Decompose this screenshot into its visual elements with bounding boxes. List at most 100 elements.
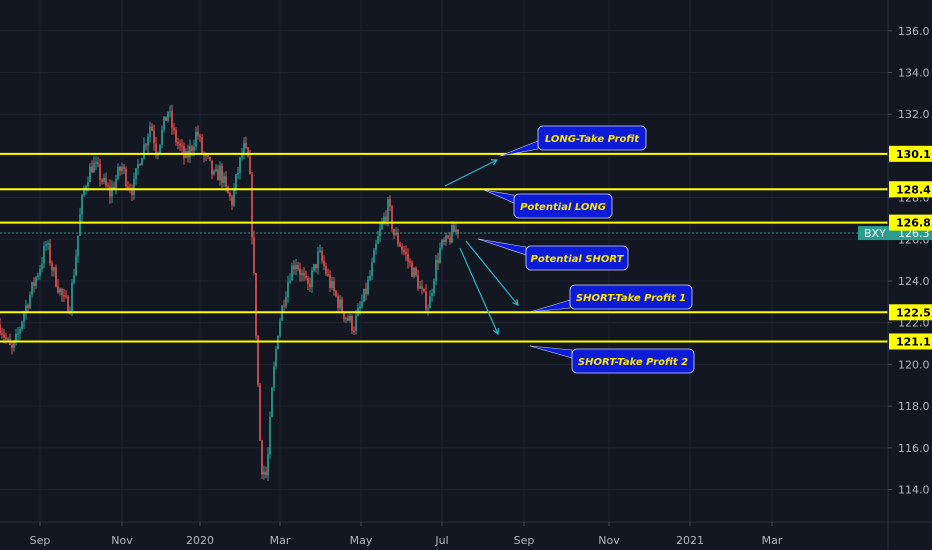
candle-body [229, 193, 231, 197]
level-price-label: 121.1 [896, 335, 931, 348]
candle-body [179, 143, 181, 146]
candle-body [403, 249, 405, 252]
candle-body [197, 131, 199, 136]
candle-body [33, 282, 35, 286]
candle-body [41, 263, 43, 269]
candle-body [59, 288, 61, 293]
candle-body [457, 229, 459, 234]
candle-body [47, 243, 49, 245]
candle-body [377, 236, 379, 244]
candle-body [139, 164, 141, 166]
level-price-tag [889, 214, 932, 231]
candle-body [249, 156, 251, 175]
candle-body [251, 174, 253, 238]
level-price-tag [889, 145, 932, 162]
candle-body [81, 195, 83, 215]
candle-body [433, 280, 435, 294]
level-price-tag [889, 304, 932, 321]
candle-body [163, 116, 165, 130]
candle-body [75, 256, 77, 276]
candle-body [411, 262, 413, 277]
candle-body [0, 324, 1, 334]
candle-body [283, 305, 285, 307]
callout-text: SHORT-Take Profit 1 [576, 293, 686, 304]
candle-body [267, 454, 269, 476]
candle-body [243, 142, 245, 154]
candle-body [289, 280, 291, 283]
y-tick-label: 118.0 [898, 400, 930, 413]
candle-body [19, 329, 21, 334]
candle-body [421, 286, 423, 289]
candle-body [237, 172, 239, 175]
callout-box [571, 348, 695, 374]
candle-body [55, 267, 57, 287]
callouts: LONG-Take Profit Potential LONG Potential … [477, 125, 695, 374]
candle-body [355, 315, 357, 331]
candle-body [339, 299, 341, 308]
candle-body [71, 282, 73, 311]
price-axis[interactable]: 114.0116.0118.0120.0122.0124.0126.0128.0… [887, 0, 930, 550]
y-tick-label: 132.0 [898, 108, 930, 121]
candle-body [315, 264, 317, 269]
candle-body [395, 232, 397, 236]
callout-pointer [483, 189, 515, 204]
candle-body [97, 162, 99, 165]
candle-body [329, 274, 331, 288]
candle-body [103, 177, 105, 182]
horizontal-levels [0, 152, 888, 343]
candle-body [307, 278, 309, 284]
candle-body [241, 153, 243, 158]
candle-body [419, 286, 421, 289]
candle-body [321, 250, 323, 261]
candle-body [21, 321, 23, 330]
x-tick-label: Sep [514, 534, 535, 547]
chart-grid [0, 0, 888, 522]
callout-pointer [477, 238, 527, 256]
candle-body [99, 164, 101, 180]
candle-body [231, 196, 233, 206]
callout-pointer [529, 299, 571, 313]
candle-body [73, 275, 75, 283]
candle-body [37, 275, 39, 278]
arrow-head [492, 327, 500, 336]
candle-body [117, 166, 119, 179]
candle-body [31, 282, 33, 295]
candle-body [127, 186, 129, 189]
candle-body [381, 221, 383, 229]
candle-body [53, 267, 55, 271]
candle-body [235, 174, 237, 190]
candle-body [371, 262, 373, 276]
candle-body [431, 293, 433, 297]
candle-body [13, 340, 15, 348]
candle-body [145, 144, 147, 146]
candle-body [223, 176, 225, 183]
callout-text: SHORT-Take Profit 2 [578, 357, 688, 368]
candle-body [239, 157, 241, 173]
candle-body [297, 265, 299, 270]
candle-body [181, 145, 183, 147]
level-price-tag [889, 333, 932, 350]
candle-body [397, 232, 399, 244]
candle-body [225, 176, 227, 187]
callout-box [513, 193, 613, 219]
candle-body [259, 384, 261, 441]
candle-body [309, 283, 311, 288]
arrow-head [512, 298, 519, 306]
candle-body [405, 251, 407, 255]
candle-body [303, 273, 305, 276]
candle-body [11, 344, 13, 348]
candle-body [447, 235, 449, 238]
candle-body [25, 305, 27, 314]
candle-body [427, 308, 429, 310]
candle-body [167, 111, 169, 121]
time-axis[interactable]: Sep Nov 2020 Mar May Jul Sep Nov 2021 Mar [0, 521, 932, 547]
candle-body [153, 130, 155, 144]
candle-body [407, 254, 409, 262]
candle-body [311, 270, 313, 288]
candle-body [337, 295, 339, 308]
candle-body [333, 281, 335, 292]
candle-body [147, 136, 149, 146]
candle-body [209, 156, 211, 161]
candle-body [263, 471, 265, 475]
